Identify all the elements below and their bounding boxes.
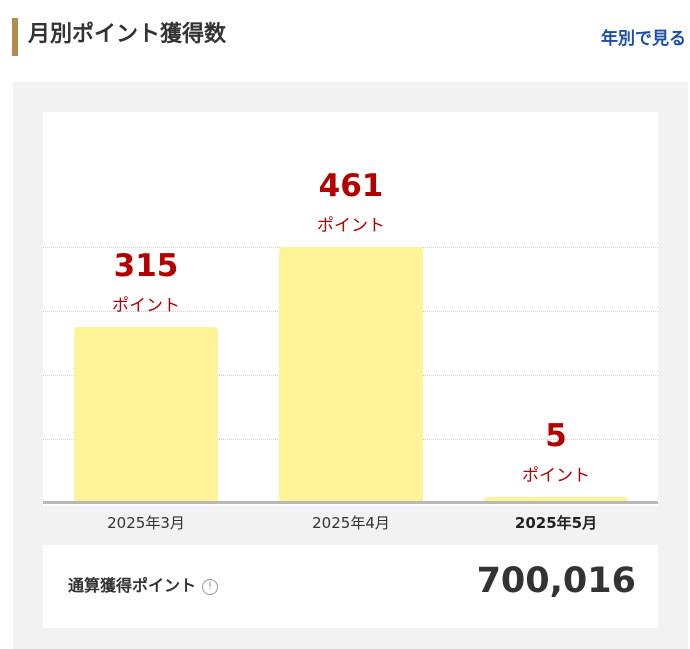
- bar-value-label: 461: [318, 168, 384, 204]
- total-points-label-row: 通算獲得ポイント!: [68, 573, 219, 599]
- x-tick-label: 2025年3月: [107, 514, 185, 532]
- bar-value-label: 5: [545, 418, 567, 454]
- info-icon[interactable]: !: [202, 578, 219, 595]
- monthly-points-chart: 315 ポイント 461 ポイント 5 ポイント: [43, 112, 658, 506]
- total-points-value: 700,016: [476, 561, 636, 601]
- total-points-label: 通算獲得ポイント: [68, 576, 197, 595]
- bar-unit-label: ポイント: [317, 216, 385, 236]
- bar-2025-03[interactable]: [74, 327, 218, 501]
- bar-2025-05[interactable]: [484, 497, 628, 501]
- section-header: 月別ポイント獲得数 年別で見る: [0, 0, 690, 80]
- chart-baseline: [43, 501, 658, 504]
- x-tick-label: 2025年5月: [514, 514, 598, 532]
- x-tick-label: 2025年4月: [312, 514, 390, 532]
- page-title: 月別ポイント獲得数: [28, 22, 227, 47]
- view-yearly-link[interactable]: 年別で見る: [601, 29, 686, 49]
- x-axis: 2025年3月 2025年4月 2025年5月: [43, 508, 658, 538]
- bar-2025-04[interactable]: [279, 247, 423, 501]
- bar-unit-label: ポイント: [112, 296, 180, 316]
- title-accent-bar: [12, 18, 18, 56]
- bar-unit-label: ポイント: [522, 466, 590, 486]
- bar-value-label: 315: [113, 248, 179, 284]
- total-points-card: 通算獲得ポイント! 700,016: [43, 545, 658, 628]
